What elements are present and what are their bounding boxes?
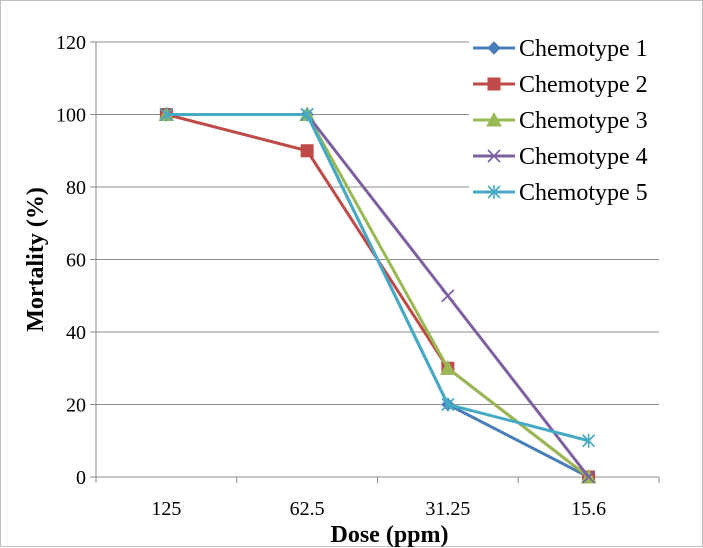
y-tick-label: 40 xyxy=(66,322,86,344)
legend-item: Chemotype 5 xyxy=(473,180,648,206)
data-point-marker xyxy=(300,107,314,122)
x-tick-label: 31.25 xyxy=(425,498,470,520)
y-tick-label: 80 xyxy=(66,177,86,199)
y-tick-label: 20 xyxy=(66,395,86,417)
legend-label: Chemotype 2 xyxy=(519,72,648,98)
legend-label: Chemotype 5 xyxy=(519,180,648,206)
series-5 xyxy=(159,107,596,448)
y-tick-label: 60 xyxy=(66,250,86,272)
y-tick-label: 120 xyxy=(56,32,86,54)
data-point-marker xyxy=(582,470,596,484)
y-axis-title: Mortality (%) xyxy=(23,187,49,332)
data-point-marker xyxy=(441,289,455,303)
x-tick-label: 62.5 xyxy=(290,498,325,520)
data-point-marker xyxy=(441,397,455,412)
legend-item: Chemotype 3 xyxy=(473,108,648,134)
x-tick-label: 15.6 xyxy=(571,498,606,520)
x-tick-labels: 125 62.5 31.25 15.6 xyxy=(151,498,606,520)
data-point-marker xyxy=(487,185,501,199)
data-point-marker xyxy=(300,144,314,158)
y-tick-labels: 0 20 40 60 80 100 120 xyxy=(56,32,86,489)
data-point-marker xyxy=(487,149,501,163)
legend-label: Chemotype 4 xyxy=(519,144,648,170)
legend-label: Chemotype 1 xyxy=(519,36,648,62)
data-point-marker xyxy=(486,111,502,127)
data-point-marker xyxy=(582,433,596,448)
data-point-marker xyxy=(159,107,173,122)
legend-item: Chemotype 4 xyxy=(473,144,648,170)
y-tick-label: 100 xyxy=(56,105,86,127)
x-tick-label: 125 xyxy=(151,498,181,520)
legend: Chemotype 1 Chemotype 2 Chemotype 3 Chemoty… xyxy=(469,30,689,212)
data-point-marker xyxy=(487,77,501,91)
legend-item: Chemotype 2 xyxy=(473,72,648,98)
data-point-marker xyxy=(487,41,501,55)
axes xyxy=(90,41,660,483)
series-line xyxy=(166,113,589,443)
x-axis-title: Dose (ppm) xyxy=(331,522,449,548)
data-point-marker xyxy=(440,360,456,375)
legend-item: Chemotype 1 xyxy=(473,36,648,62)
series-group xyxy=(158,106,597,484)
legend-label: Chemotype 3 xyxy=(519,108,648,134)
y-tick-label: 0 xyxy=(76,467,86,489)
